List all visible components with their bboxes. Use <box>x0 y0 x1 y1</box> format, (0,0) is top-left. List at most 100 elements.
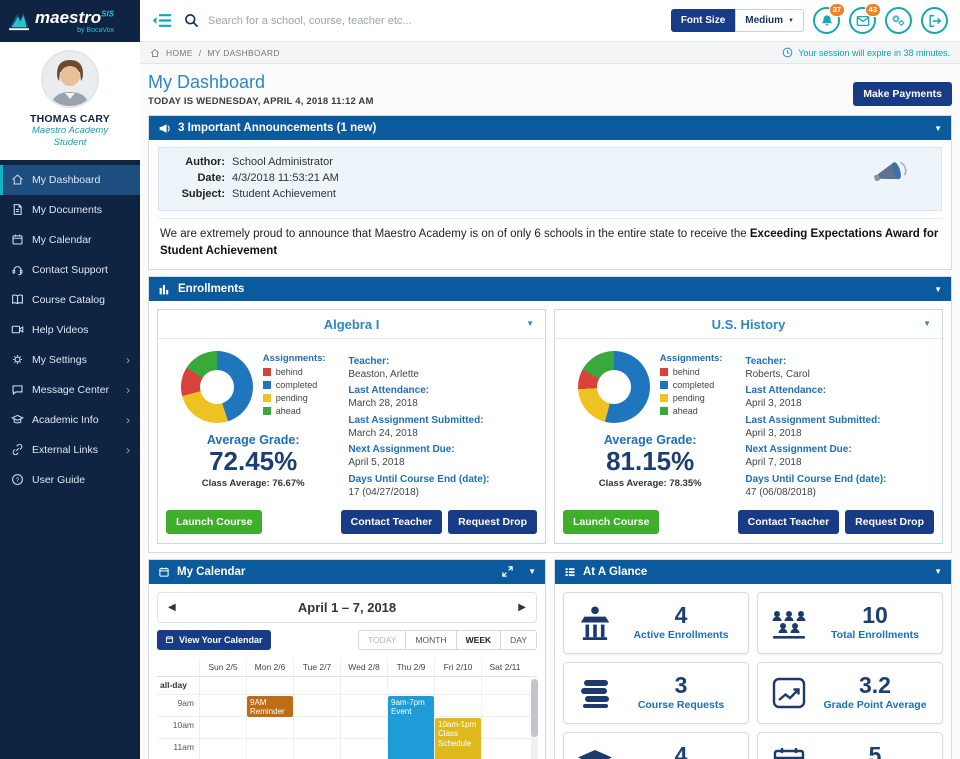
subject-value: Student Achievement <box>232 187 336 200</box>
sidebar-item-user-guide[interactable]: ? User Guide <box>0 465 140 495</box>
collapse-chevron-icon[interactable]: ▼ <box>934 284 942 294</box>
sidebar-item-my-dashboard[interactable]: My Dashboard <box>0 164 140 195</box>
breadcrumb-home[interactable]: HOME <box>166 47 193 58</box>
sidebar-item-help-videos[interactable]: Help Videos <box>0 315 140 345</box>
sidebar-item-course-catalog[interactable]: Course Catalog <box>0 285 140 315</box>
link-icon <box>10 443 24 456</box>
search-input[interactable] <box>208 14 488 27</box>
calendar-grid-icon <box>766 746 812 759</box>
assignments-donut-chart <box>180 351 253 424</box>
collapse-chevron-icon[interactable]: ▼ <box>934 123 942 133</box>
chevron-right-icon: › <box>126 442 130 457</box>
tab-week[interactable]: WEEK <box>455 630 501 649</box>
at-a-glance-panel-header: At A Glance ▼ <box>555 559 951 584</box>
day-header: Sun 2/5 <box>199 657 246 676</box>
collapse-chevron-icon[interactable]: ▼ <box>528 567 536 577</box>
calendar-event-class-schedule[interactable]: 10am-1pm Class Schedule <box>435 717 481 759</box>
tab-day[interactable]: DAY <box>500 630 536 649</box>
sidebar-item-label: External Links <box>32 443 98 456</box>
sidebar-item-label: My Dashboard <box>32 173 101 186</box>
sidebar-item-my-documents[interactable]: My Documents <box>0 195 140 225</box>
request-drop-button[interactable]: Request Drop <box>448 509 537 534</box>
sidebar-item-label: Course Catalog <box>32 293 105 306</box>
tab-today[interactable]: TODAY <box>367 634 397 645</box>
sidebar-item-my-settings[interactable]: My Settings › <box>0 345 140 375</box>
sidebar-item-my-calendar[interactable]: My Calendar <box>0 225 140 255</box>
at-a-glance-title: At A Glance <box>583 565 648 578</box>
session-timer: Your session will expire in 38 minutes. <box>782 47 950 58</box>
stat-value: 3 <box>674 672 688 699</box>
contact-teacher-button[interactable]: Contact Teacher <box>340 509 443 534</box>
previous-week-icon[interactable]: ◀ <box>168 601 176 613</box>
audience-icon <box>766 606 812 640</box>
at-a-glance-panel: At A Glance ▼ 4 Active Enrollments <box>554 558 952 759</box>
gear-icon <box>10 353 24 366</box>
calendar-scrollbar[interactable] <box>531 678 538 759</box>
messages-button[interactable]: 43 <box>849 3 881 34</box>
settings-gears-button[interactable] <box>885 7 912 34</box>
contact-teacher-button[interactable]: Contact Teacher <box>737 509 840 534</box>
announcements-body: Author: School Administrator Date: 4/3/201… <box>149 140 951 269</box>
books-icon <box>159 284 169 295</box>
scrollbar-thumb[interactable] <box>531 678 538 737</box>
course-dropdown-icon[interactable]: ▼ <box>526 319 534 329</box>
home-icon[interactable] <box>150 48 160 58</box>
course-dropdown-icon[interactable]: ▼ <box>923 319 931 329</box>
page-title: My Dashboard <box>148 72 266 92</box>
notifications-bell-button[interactable]: 37 <box>813 3 845 34</box>
maestro-logo[interactable]: maestroSIS by BocaVox <box>0 0 140 42</box>
enrollments-panel-header: Enrollments ▼ <box>149 277 951 302</box>
legend-swatch <box>659 368 668 377</box>
next-week-icon[interactable]: ▶ <box>518 601 526 613</box>
sidebar-item-message-center[interactable]: Message Center › <box>0 375 140 405</box>
assignments-legend: Assignments: behind completed pending ah… <box>659 353 723 417</box>
date-value: 4/3/2018 11:53:21 AM <box>232 171 339 184</box>
author-value: School Administrator <box>232 156 333 168</box>
sidebar-item-external-links[interactable]: External Links › <box>0 435 140 465</box>
question-icon: ? <box>10 473 24 486</box>
user-name: THOMAS CARY <box>30 113 110 125</box>
stat-card-active-enrollments: 4 Active Enrollments <box>563 591 749 654</box>
user-profile-card: THOMAS CARY Maestro Academy Student <box>0 42 140 160</box>
request-drop-button[interactable]: Request Drop <box>845 509 934 534</box>
stat-card-credits-to-graduate: 4 Credits to Graduate <box>563 731 749 759</box>
breadcrumb-separator: / <box>198 47 202 58</box>
make-payments-button[interactable]: Make Payments <box>853 82 952 106</box>
enrollments-body: Algebra I ▼ Assignments: behind complete… <box>149 301 951 552</box>
launch-course-button[interactable]: Launch Course <box>563 509 660 534</box>
day-header: Mon 2/6 <box>246 657 293 676</box>
day-header: Wed 2/8 <box>340 657 387 676</box>
author-label: Author: <box>185 156 225 168</box>
calendar-icon <box>10 233 24 246</box>
announcement-text: We are extremely proud to announce that … <box>158 217 942 261</box>
support-icon <box>10 263 24 276</box>
search-icon[interactable] <box>184 13 199 28</box>
font-size-button[interactable]: Font Size <box>670 9 736 32</box>
collapse-chevron-icon[interactable]: ▼ <box>934 567 942 577</box>
chevron-right-icon: › <box>126 412 130 427</box>
graduation-cap-icon <box>572 746 618 759</box>
logout-button[interactable] <box>921 7 948 34</box>
main-content: My Dashboard TODAY IS WEDNESDAY, APRIL 4… <box>140 64 960 759</box>
average-grade-block: Average Grade: 72.45% Class Average: 76.… <box>201 433 305 490</box>
assignments-donut-chart <box>577 351 650 424</box>
average-grade-value: 81.15% <box>606 446 695 477</box>
sidebar-item-academic-info[interactable]: Academic Info › <box>0 405 140 435</box>
expand-icon[interactable] <box>502 566 513 578</box>
document-icon <box>10 203 24 216</box>
view-your-calendar-button[interactable]: View Your Calendar <box>157 629 271 650</box>
launch-course-button[interactable]: Launch Course <box>166 509 263 534</box>
font-size-select[interactable]: Medium ▼ <box>735 9 804 32</box>
course-details: Teacher: Roberts, Carol Last Attendance:… <box>745 355 887 498</box>
tab-month[interactable]: MONTH <box>405 630 455 649</box>
calendar-event-event[interactable]: 9am-7pm Event <box>388 695 434 759</box>
sidebar-item-label: Academic Info <box>32 413 99 426</box>
calendar-event-reminder[interactable]: 9AM Reminder <box>247 695 293 717</box>
collapse-menu-icon[interactable] <box>152 13 172 28</box>
user-avatar <box>41 50 99 108</box>
average-grade-block: Average Grade: 81.15% Class Average: 78.… <box>598 433 702 490</box>
megaphone-graphic <box>871 158 913 190</box>
course-card-algebra: Algebra I ▼ Assignments: behind complete… <box>157 309 546 544</box>
legend-swatch <box>262 381 271 390</box>
sidebar-item-contact-support[interactable]: Contact Support <box>0 255 140 285</box>
